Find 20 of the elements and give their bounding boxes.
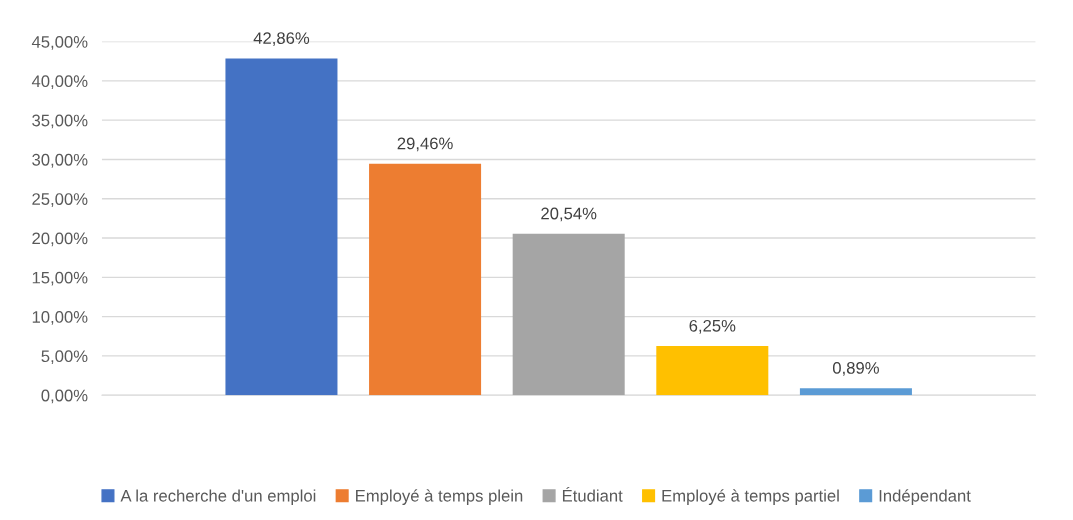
data-label: 0,89% xyxy=(832,362,879,376)
data-label: 42,86% xyxy=(253,32,310,46)
y-tick-label: 45,00% xyxy=(31,36,88,50)
y-tick-label: 35,00% xyxy=(32,114,88,129)
y-tick-label: 10,00% xyxy=(32,311,88,325)
legend-label: A la recherche d'un emploi xyxy=(120,489,316,505)
y-tick-label: 30,00% xyxy=(32,153,88,168)
legend-label: Employé à temps partiel xyxy=(662,489,839,505)
legend-label: Employé à temps plein xyxy=(356,489,523,505)
y-tick-label: 20,00% xyxy=(32,232,88,247)
y-tick-label: 40,00% xyxy=(31,75,88,90)
y-tick-label: 25,00% xyxy=(32,193,88,207)
y-tick-label: 5,00% xyxy=(41,350,88,365)
y-tick-label: 0,00% xyxy=(41,389,88,404)
data-label: 29,46% xyxy=(397,137,453,152)
y-tick-label: 15,00% xyxy=(32,271,88,286)
data-label: 6,25% xyxy=(689,319,736,334)
legend-label: Indépendant xyxy=(879,489,971,505)
legend-label: Étudiant xyxy=(562,487,623,502)
data-label: 20,54% xyxy=(541,207,597,222)
